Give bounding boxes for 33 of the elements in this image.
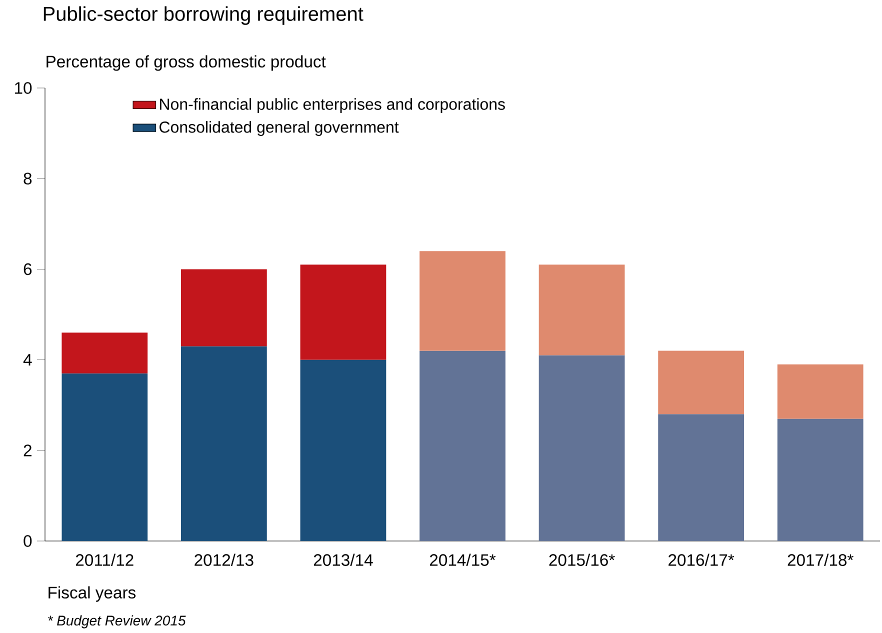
y-tick-label: 4 [23, 354, 32, 366]
bar [180, 346, 267, 541]
y-tick-label: 2 [24, 444, 32, 456]
x-tick-label: 2012/13 [194, 554, 254, 566]
bar [777, 364, 864, 419]
text: * Budget Review 2015 [48, 615, 186, 628]
x-tick-label: 2013/14 [314, 554, 373, 566]
x-tick-label: 2011/12 [76, 554, 134, 566]
y-tick-label: 10 [15, 82, 32, 94]
x-axis-title: Fiscal years [48, 586, 136, 602]
x-tick-label: 2014/15* [430, 554, 496, 566]
y-tick-label: 6 [24, 263, 32, 276]
bar [658, 350, 744, 414]
y-tick-label: 8 [24, 172, 32, 185]
bar [180, 269, 267, 346]
bar [300, 264, 386, 360]
bar [420, 350, 506, 541]
legend-label: Consolidated general government [160, 121, 399, 136]
bar [538, 355, 625, 541]
x-tick-label: 2015/16* [549, 554, 615, 566]
bar [62, 332, 148, 374]
bar [300, 360, 386, 541]
y-axis-title: Percentage of gross domestic product [46, 55, 326, 71]
bar [420, 251, 506, 351]
y-tick-label: 0 [24, 535, 32, 547]
chart-title: Public-sector borrowing requirement [44, 6, 364, 25]
x-tick-label: 2016/17* [668, 554, 734, 566]
x-tick-label: 2017/18* [788, 554, 854, 566]
bar [777, 418, 864, 541]
legend-label: Non-financial public enterprises and corporations [160, 98, 505, 114]
bar [538, 264, 625, 356]
bar [658, 414, 744, 541]
bar [62, 373, 148, 541]
